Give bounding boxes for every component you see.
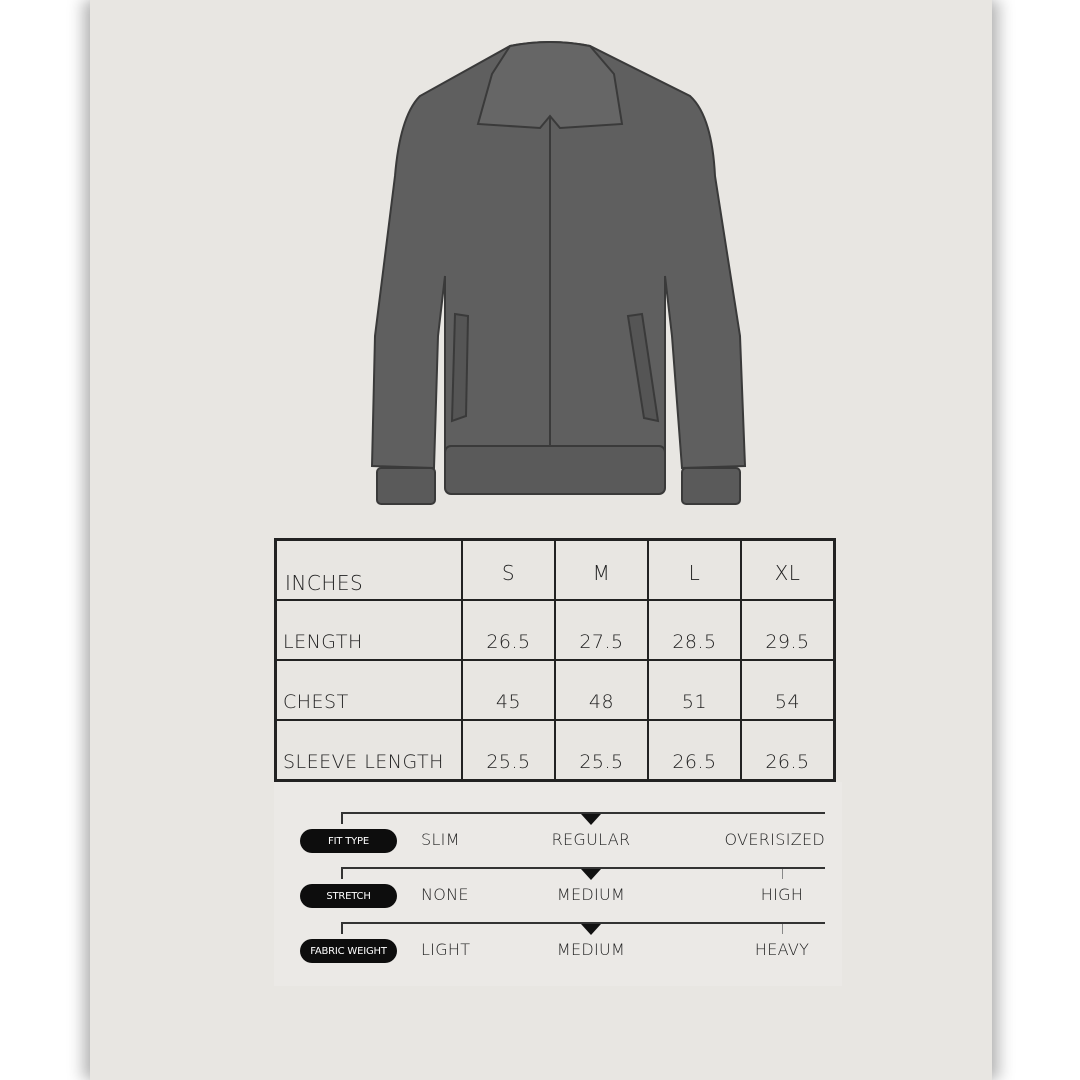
scale-option: LIGHT — [421, 940, 471, 959]
scale-line — [341, 812, 825, 814]
scale-marker-icon — [581, 924, 601, 935]
scale-line — [341, 922, 825, 924]
row-label: LENGTH — [274, 599, 463, 661]
scale-tick — [782, 869, 783, 879]
row-label: SLEEVE LENGTH — [274, 719, 463, 782]
jacket-image — [370, 41, 747, 505]
cell: 45 — [461, 659, 556, 721]
cell: 29.5 — [740, 599, 836, 661]
cell: 25.5 — [554, 719, 649, 782]
cell: 26.5 — [461, 599, 556, 661]
fit-type-scale: FIT TYPE SLIM REGULAR OVERISIZED — [274, 812, 842, 867]
fabric-weight-scale: FABRIC WEIGHT LIGHT MEDIUM HEAVY — [274, 922, 842, 977]
table-row: SLEEVE LENGTH 25.5 25.5 26.5 26.5 — [274, 719, 836, 782]
cell: 54 — [740, 659, 836, 721]
size-header: M — [554, 538, 649, 601]
size-table: INCHES S M L XL LENGTH 26.5 27.5 28.5 29… — [274, 538, 836, 782]
scale-option: HIGH — [760, 885, 804, 904]
scale-tick — [341, 812, 343, 824]
fit-type-badge: FIT TYPE — [300, 829, 397, 853]
scale-option: MEDIUM — [556, 940, 626, 959]
cell: 27.5 — [554, 599, 649, 661]
table-header-row: INCHES S M L XL — [274, 538, 836, 601]
cell: 26.5 — [647, 719, 742, 782]
cell: 28.5 — [647, 599, 742, 661]
table-row: LENGTH 26.5 27.5 28.5 29.5 — [274, 599, 836, 661]
cell: 51 — [647, 659, 742, 721]
stretch-badge: STRETCH — [300, 884, 397, 908]
unit-header: INCHES — [274, 538, 463, 601]
size-header: L — [647, 538, 742, 601]
scale-option: REGULAR — [551, 830, 631, 849]
scale-tick — [341, 867, 343, 879]
scale-tick — [782, 924, 783, 934]
size-header: XL — [740, 538, 836, 601]
scale-line — [341, 867, 825, 869]
scale-option: MEDIUM — [556, 885, 626, 904]
scale-tick — [341, 922, 343, 934]
size-header: S — [461, 538, 556, 601]
scale-option: OVERISIZED — [724, 830, 825, 849]
fit-scales: FIT TYPE SLIM REGULAR OVERISIZED STRETCH… — [274, 782, 842, 986]
row-label: CHEST — [274, 659, 463, 721]
table-row: CHEST 45 48 51 54 — [274, 659, 836, 721]
fabric-weight-badge: FABRIC WEIGHT — [300, 939, 397, 963]
scale-option: SLIM — [421, 830, 460, 849]
scale-marker-icon — [581, 869, 601, 880]
scale-option: NONE — [421, 885, 469, 904]
cell: 48 — [554, 659, 649, 721]
cell: 26.5 — [740, 719, 836, 782]
cell: 25.5 — [461, 719, 556, 782]
stretch-scale: STRETCH NONE MEDIUM HIGH — [274, 867, 842, 922]
scale-option: HEAVY — [754, 940, 810, 959]
scale-marker-icon — [581, 814, 601, 825]
